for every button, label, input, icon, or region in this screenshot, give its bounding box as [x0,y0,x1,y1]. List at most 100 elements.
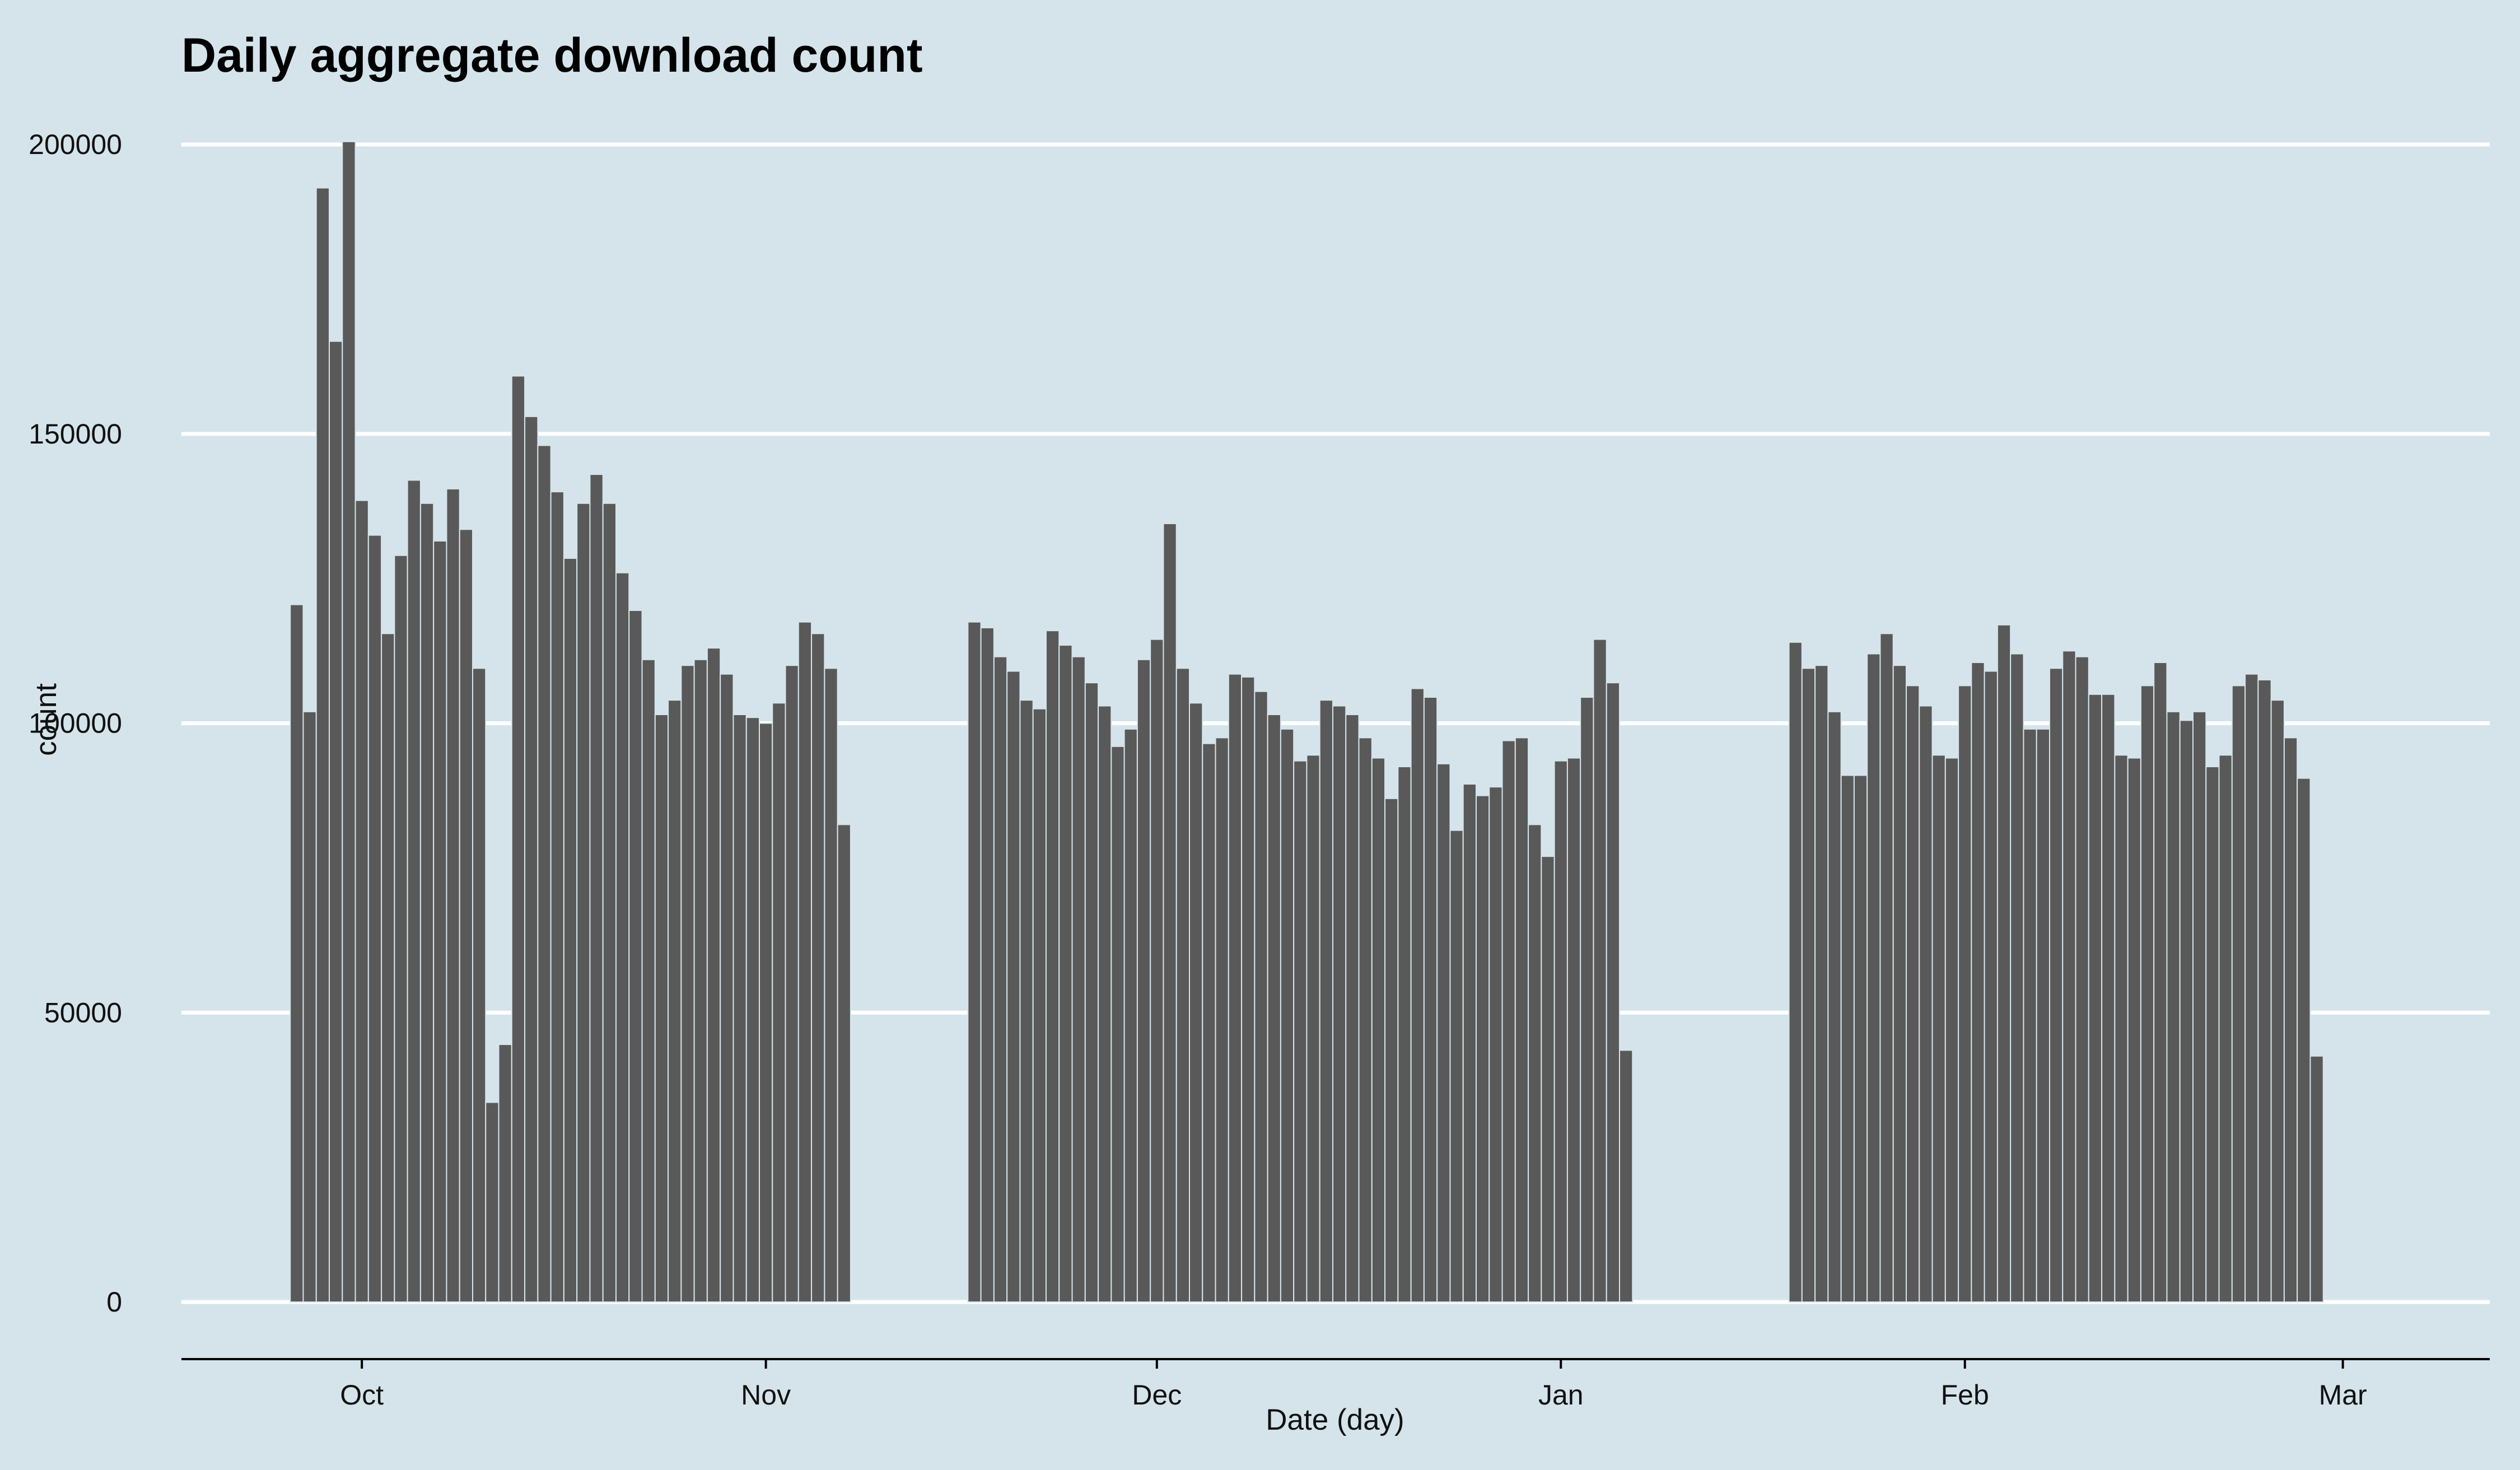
bar [2205,766,2220,1303]
bar [1345,713,1360,1303]
bar [628,609,643,1303]
bar [1319,699,1334,1303]
bar [1488,786,1503,1303]
x-tick-label: Oct [340,1379,384,1411]
bar [1944,757,1959,1303]
bar [2036,728,2051,1303]
bars [290,141,2324,1303]
bar [2231,685,2246,1303]
bar [2140,685,2155,1303]
y-tick-label: 50000 [44,997,122,1028]
bar [1123,728,1138,1303]
bar [407,479,421,1303]
bar [1046,630,1060,1303]
bar [2153,661,2168,1303]
bar [1919,705,1933,1303]
bar [2075,656,2089,1303]
bar [576,502,591,1303]
bar [524,416,539,1303]
bar [419,502,435,1303]
bar [1566,757,1581,1303]
bar [2270,699,2285,1303]
bar [329,340,343,1303]
bar [693,659,708,1303]
bar [1006,670,1021,1303]
bar [1189,702,1203,1303]
bar [2127,757,2141,1303]
bar [1228,673,1243,1303]
bar [1175,668,1191,1303]
bar [381,633,395,1303]
bar [1827,711,1842,1303]
bar [759,722,773,1303]
bar [654,713,669,1303]
bar [1476,795,1490,1303]
bar [342,141,356,1303]
bar [1384,797,1399,1303]
y-tick-label: 150000 [29,418,122,450]
bar [446,488,460,1303]
bar [1071,656,1086,1303]
bar [2309,1055,2324,1303]
y-axis-title: count [30,683,63,756]
bar [563,557,578,1303]
x-tick-label: Nov [741,1379,791,1411]
bar [1136,659,1151,1303]
bar [732,713,747,1303]
bar [1084,682,1099,1303]
bar [498,1044,512,1303]
bar [1423,696,1438,1303]
bar [2297,777,2311,1303]
bar [1528,824,1542,1303]
bar [2062,650,2076,1303]
bar [511,375,526,1303]
bar [641,659,656,1303]
bar [1971,661,1985,1303]
bar [1202,743,1216,1303]
bar [1397,766,1412,1303]
bar [1098,705,1112,1303]
bar [2244,673,2259,1303]
bar [2023,728,2037,1303]
bar [1580,696,1594,1303]
x-tick-label: Jan [1538,1379,1584,1411]
bar [2088,693,2103,1303]
bar [1892,665,1907,1303]
bar [797,621,813,1303]
bar [993,656,1008,1303]
bar [1541,856,1555,1303]
bar [706,647,721,1303]
bar [811,633,825,1303]
bar [1215,737,1229,1303]
bar [1840,774,1855,1303]
y-tick-label: 200000 [29,129,122,160]
bar [472,668,487,1303]
x-ticks: Oct Nov Dec Jan Feb Mar [340,1359,2367,1411]
bar [1553,760,1568,1303]
bar [602,502,617,1303]
bar [785,665,799,1303]
x-tick-label: Dec [1132,1379,1182,1411]
bar [537,445,552,1303]
bar [1436,763,1451,1303]
bar [2166,711,2181,1303]
bar [302,711,317,1303]
x-tick-label: Feb [1941,1379,1989,1411]
bar [1293,760,1308,1303]
bar [1814,665,1829,1303]
bar [1371,757,1386,1303]
bar [1358,737,1373,1303]
bar [2283,737,2298,1303]
y-tick-label: 100000 [29,708,122,739]
bar [1514,737,1529,1303]
bar [1150,638,1164,1303]
bar [745,717,760,1303]
bar [1996,624,2012,1303]
bar [1801,668,1816,1303]
chart-title: Daily aggregate download count [181,29,923,82]
bar [2257,679,2272,1303]
bar [1619,1049,1634,1303]
bar [1449,829,1464,1303]
bar [1267,713,1281,1303]
bar [433,540,447,1303]
